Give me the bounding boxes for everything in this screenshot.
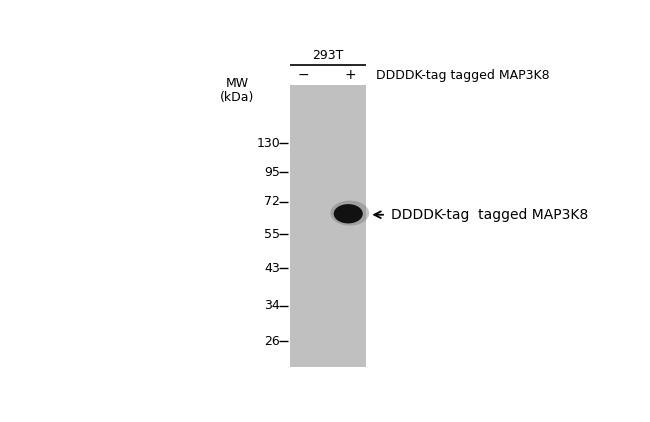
Text: −: − (297, 68, 309, 82)
Text: 55: 55 (265, 228, 280, 241)
Text: +: + (345, 68, 357, 82)
Text: 43: 43 (265, 262, 280, 275)
Ellipse shape (333, 204, 363, 223)
Ellipse shape (330, 200, 369, 226)
Text: 72: 72 (265, 195, 280, 208)
Text: 95: 95 (265, 166, 280, 179)
Bar (291, 85, 366, 368)
Text: 293T: 293T (313, 49, 344, 62)
Ellipse shape (346, 208, 360, 221)
Text: (kDa): (kDa) (220, 91, 255, 104)
Text: DDDDK-tag tagged MAP3K8: DDDDK-tag tagged MAP3K8 (376, 68, 549, 81)
Text: 130: 130 (257, 137, 280, 150)
Text: 34: 34 (265, 299, 280, 312)
Text: 26: 26 (265, 335, 280, 348)
Text: MW: MW (226, 77, 249, 89)
Text: DDDDK-tag  tagged MAP3K8: DDDDK-tag tagged MAP3K8 (391, 208, 588, 222)
